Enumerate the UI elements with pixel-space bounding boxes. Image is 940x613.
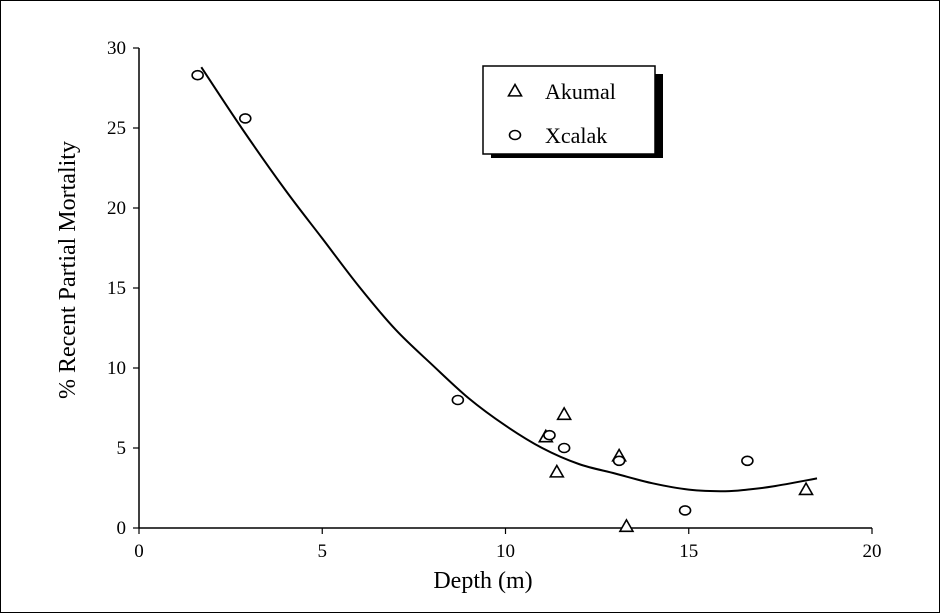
xcalak-point	[678, 505, 692, 516]
x-tick-label: 20	[863, 541, 882, 562]
y-tick-label: 30	[107, 38, 126, 59]
xcalak-point	[612, 455, 626, 467]
xcalak-point	[557, 442, 571, 454]
akumal-point	[556, 406, 573, 421]
x-tick-label: 15	[679, 541, 698, 562]
y-tick-label: 15	[107, 278, 126, 299]
y-tick-label: 10	[107, 358, 126, 379]
legend-akumal-marker	[507, 82, 523, 97]
x-tick-label: 5	[318, 541, 328, 562]
legend: Akumal Xcalak	[482, 65, 663, 158]
y-tick-label: 0	[117, 518, 127, 539]
xcalak-point	[543, 429, 556, 441]
y-tick-label: 20	[107, 198, 126, 219]
legend-items: Akumal Xcalak	[507, 79, 616, 148]
legend-xcalak-label: Xcalak	[545, 123, 607, 148]
xcalak-point	[741, 455, 754, 467]
y-tick-label: 25	[107, 118, 126, 139]
xcalak-point	[238, 113, 252, 124]
y-axis-title: % Recent Partial Mortality	[55, 141, 81, 399]
x-tick-label: 0	[134, 541, 144, 562]
xcalak-point	[191, 69, 204, 81]
series-xcalak	[191, 69, 754, 516]
akumal-point	[798, 481, 814, 496]
legend-akumal-label: Akumal	[545, 79, 616, 104]
trendline	[200, 66, 818, 493]
xcalak-point	[451, 394, 465, 406]
akumal-point	[548, 463, 565, 478]
akumal-point	[618, 518, 635, 533]
legend-xcalak-marker	[508, 129, 522, 141]
ticks: 0 5 10 15 20 0 5 10 15 20 25 30	[107, 38, 882, 562]
data-points	[191, 69, 814, 533]
series-akumal	[537, 406, 814, 533]
x-axis-title: Depth (m)	[433, 568, 532, 594]
y-tick-label: 5	[117, 438, 127, 459]
x-tick-label: 10	[496, 541, 515, 562]
